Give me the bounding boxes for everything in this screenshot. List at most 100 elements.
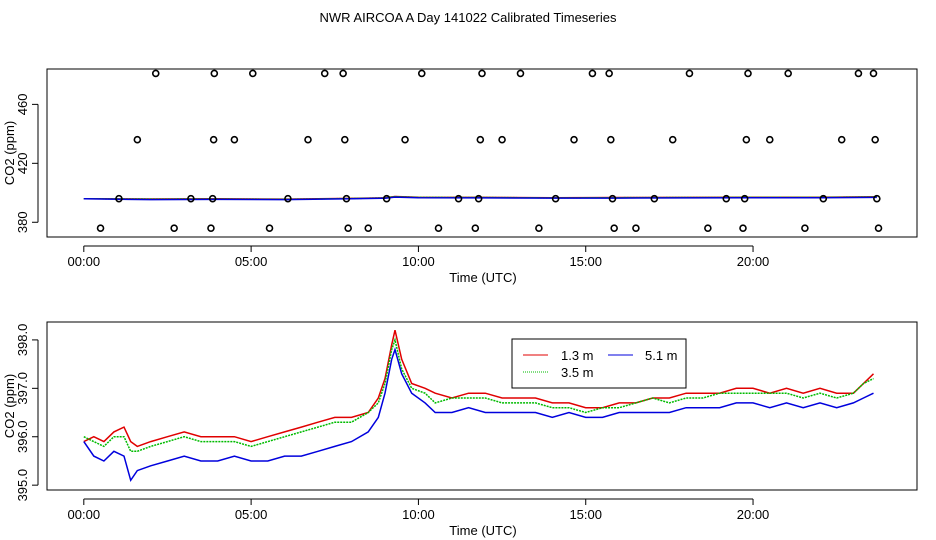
data-point [207,224,215,232]
bottom-x-axis-label: Time (UTC) [449,523,516,538]
legend-label-3-5m: 3.5 m [561,365,594,380]
data-point [650,194,659,203]
data-point [837,135,846,144]
legend-box [511,338,687,389]
data-point [478,69,486,78]
data-point [608,194,617,203]
data-point [873,194,881,203]
data-point [765,135,774,144]
top-y-tick-label: 460 [15,94,30,116]
top-x-axis: 00:00 05:00 10:00 15:00 20:00 [68,245,770,269]
data-point [722,194,731,203]
bottom-y-tick-label: 398.0 [15,324,30,357]
data-point [151,69,160,78]
data-point [740,194,749,203]
legend: 1.3 m 5.1 m 3.5 m [511,338,687,389]
data-point [739,224,747,232]
top-x-tick-label: 15:00 [569,254,602,269]
data-point [417,69,426,78]
bottom-series-line-3-5-m [83,337,874,453]
data-point [382,194,391,203]
data-point [744,69,752,78]
bottom-x-tick-label: 05:00 [235,507,268,522]
top-series-line-5-1-m [83,196,877,201]
data-point [187,194,195,203]
bottom-panel-frame [46,321,918,491]
data-point [341,135,349,144]
data-point [208,194,217,203]
data-point [342,194,351,203]
data-point [364,224,373,232]
data-point [854,69,863,78]
top-x-tick-label: 00:00 [68,254,101,269]
data-point [551,194,560,203]
data-point [471,224,480,232]
data-point [474,194,483,203]
data-point [819,194,828,203]
data-point [742,135,751,144]
bottom-series-line-1-3-m [83,330,875,448]
legend-label-5-1m: 5.1 m [645,348,678,363]
data-point [304,135,312,144]
top-panel-frame [46,68,918,238]
data-point [535,224,543,232]
top-panel-points [96,69,883,232]
data-point [115,194,123,203]
data-point [869,69,878,78]
data-point [498,135,506,144]
bottom-x-axis: 00:00 05:00 10:00 15:00 20:00 [68,498,770,522]
data-point [96,224,105,232]
data-point [476,135,485,144]
data-point [874,224,883,232]
data-point [610,224,618,232]
data-point [685,69,694,78]
bottom-panel: 00:00 05:00 10:00 15:00 20:00 395.0 396.0 397.… [2,321,918,538]
top-x-axis-label: Time (UTC) [449,270,516,285]
data-point [209,135,218,144]
data-point [170,224,178,232]
data-point [632,224,640,232]
data-point [516,69,525,78]
data-point [607,135,615,144]
data-point [668,135,677,144]
bottom-y-tick-label: 396.0 [15,420,30,453]
top-y-tick-label: 420 [15,152,30,174]
bottom-x-tick-label: 15:00 [569,507,602,522]
top-y-axis: 380 420 460 [15,94,39,233]
data-point [133,135,142,144]
chart-title: NWR AIRCOA A Day 141022 Calibrated Times… [320,10,617,25]
data-point [588,69,597,78]
data-point [339,69,347,78]
top-x-tick-label: 20:00 [737,254,770,269]
data-point [801,224,809,232]
top-x-tick-label: 10:00 [402,254,435,269]
data-point [784,69,792,78]
bottom-x-tick-label: 00:00 [68,507,101,522]
data-point [454,194,463,203]
top-y-axis-label: CO2 (ppm) [2,121,17,185]
top-x-tick-label: 05:00 [235,254,268,269]
data-point [434,224,443,232]
data-point [265,224,274,232]
bottom-y-axis: 395.0 396.0 397.0 398.0 [15,324,39,501]
data-point [871,135,879,144]
top-panel-series [83,195,877,201]
data-point [401,135,409,144]
top-y-tick-label: 380 [15,211,30,233]
data-point [704,224,712,232]
data-point [210,69,219,78]
bottom-x-tick-label: 10:00 [402,507,435,522]
data-point [344,224,352,232]
bottom-series-line-5-1-m [83,347,874,483]
data-point [230,135,239,144]
bottom-x-tick-label: 20:00 [737,507,770,522]
legend-label-1-3m: 1.3 m [561,348,594,363]
data-point [284,194,292,203]
data-point [320,69,329,78]
data-point [248,69,257,78]
bottom-panel-series [83,330,875,483]
data-point [570,135,578,144]
bottom-y-tick-label: 397.0 [15,372,30,405]
top-panel: 00:00 05:00 10:00 15:00 20:00 380 420 460 Time… [2,68,918,285]
